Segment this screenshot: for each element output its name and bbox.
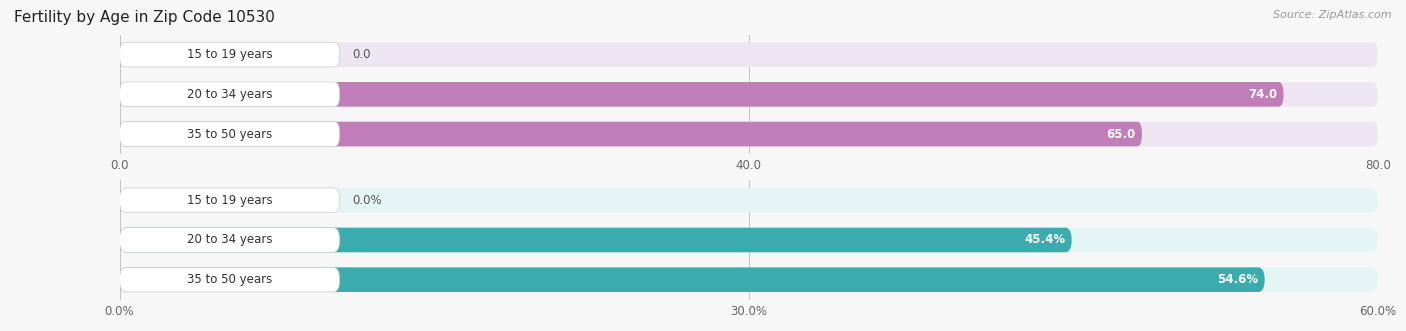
Text: 20 to 34 years: 20 to 34 years: [187, 88, 273, 101]
Text: 15 to 19 years: 15 to 19 years: [187, 48, 273, 61]
FancyBboxPatch shape: [120, 267, 340, 292]
FancyBboxPatch shape: [120, 267, 1378, 292]
FancyBboxPatch shape: [120, 82, 1378, 107]
FancyBboxPatch shape: [120, 82, 1284, 107]
Text: 65.0: 65.0: [1107, 127, 1136, 141]
FancyBboxPatch shape: [120, 82, 340, 107]
Text: 74.0: 74.0: [1249, 88, 1277, 101]
Text: 35 to 50 years: 35 to 50 years: [187, 127, 273, 141]
Text: 0.0%: 0.0%: [353, 194, 382, 207]
FancyBboxPatch shape: [120, 122, 1142, 146]
FancyBboxPatch shape: [120, 42, 340, 67]
FancyBboxPatch shape: [120, 42, 1378, 67]
FancyBboxPatch shape: [120, 228, 1378, 252]
Text: 54.6%: 54.6%: [1218, 273, 1258, 286]
FancyBboxPatch shape: [120, 188, 340, 213]
FancyBboxPatch shape: [120, 122, 1378, 146]
FancyBboxPatch shape: [120, 228, 1071, 252]
FancyBboxPatch shape: [120, 188, 1378, 213]
Text: Fertility by Age in Zip Code 10530: Fertility by Age in Zip Code 10530: [14, 10, 276, 25]
FancyBboxPatch shape: [120, 122, 340, 146]
Text: 35 to 50 years: 35 to 50 years: [187, 273, 273, 286]
Text: 0.0: 0.0: [353, 48, 371, 61]
Text: 15 to 19 years: 15 to 19 years: [187, 194, 273, 207]
FancyBboxPatch shape: [120, 228, 340, 252]
Text: 20 to 34 years: 20 to 34 years: [187, 233, 273, 247]
Text: Source: ZipAtlas.com: Source: ZipAtlas.com: [1274, 10, 1392, 20]
FancyBboxPatch shape: [120, 267, 1264, 292]
Text: 45.4%: 45.4%: [1024, 233, 1066, 247]
